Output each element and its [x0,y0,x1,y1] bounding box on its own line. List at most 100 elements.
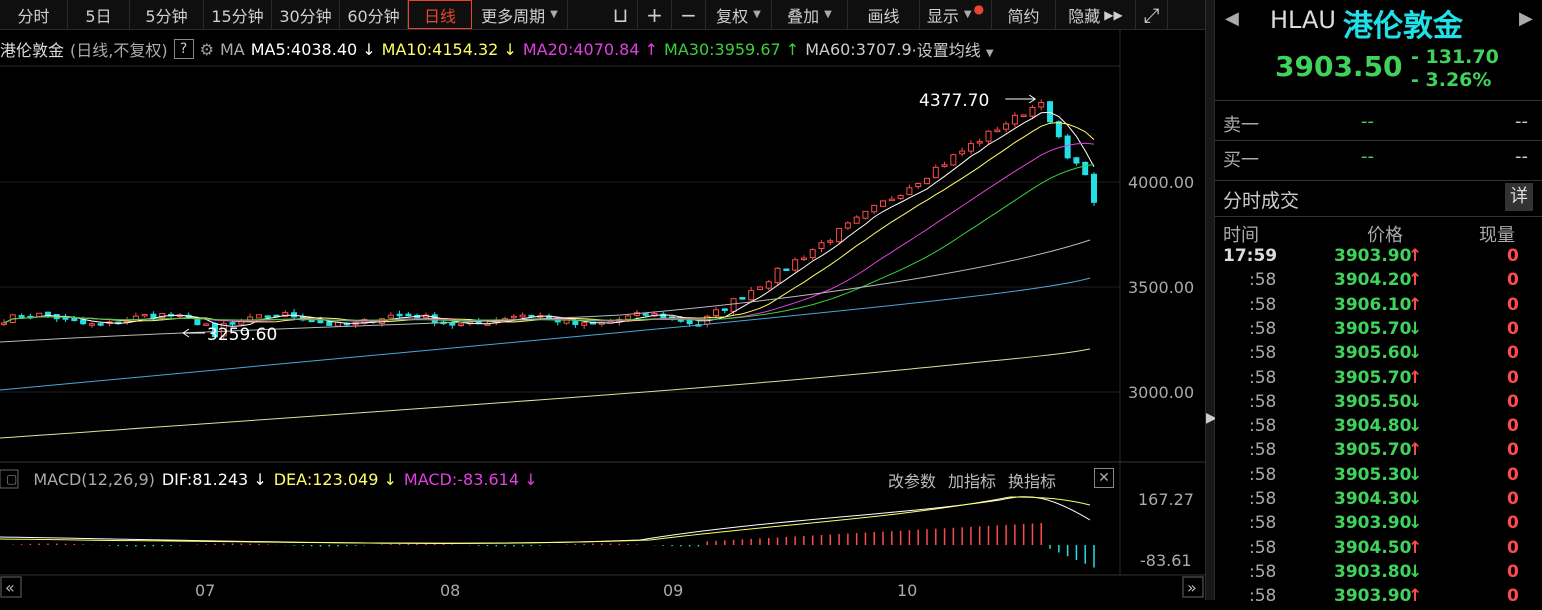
tick-time: 17:59 [1223,246,1278,266]
toolbar-tool[interactable]: 画线 [848,0,920,29]
scroll-right-icon[interactable] [1182,576,1204,598]
candle-down [326,321,333,326]
tick-row: :58 3903.90 ↑ 0 [1215,586,1542,610]
buy1-volume: -- [1515,146,1528,167]
ticks-detail-button[interactable]: 详 [1505,183,1533,211]
candle-down [396,313,403,317]
tick-price: 3904.80 [1334,416,1412,437]
kline-chart[interactable]: 4000.00 3500.00 3000.00 167.27 -83.61 07 08 09 1… [0,0,1205,600]
fullscreen-icon[interactable]: ⤢ [1136,0,1168,29]
tick-row: :58 3905.70 ↓ 0 [1215,319,1542,343]
scroll-left-icon[interactable]: « [5,578,15,597]
zoom-out-icon[interactable]: − [672,0,706,29]
toolbar-tool[interactable]: 复权 ▼ [706,0,772,29]
high-annotation: 4377.70 [919,91,989,111]
tick-price: 3904.30 [1334,489,1412,509]
toolbar-tool[interactable]: 简约 [992,0,1056,29]
zoom-in-icon[interactable]: + [638,0,672,29]
price-tick-label: 3500.00 [1128,278,1194,297]
candle-down [1055,121,1062,138]
tick-time: :58 [1249,561,1277,582]
ma5-value: MA5:4038.40 ↓ [250,39,376,59]
arrow-down-icon: ↓ [248,469,267,489]
close-icon[interactable]: ✕ [1094,468,1114,488]
tick-row: :58 3904.80 ↓ 0 [1215,416,1542,440]
ticks-title: 分时成交 [1223,190,1300,212]
chevron-down-icon: ▼ [824,9,832,20]
tick-row: :58 3905.60 ↓ 0 [1215,343,1542,367]
quote-panel: ◀ HLAU 港伦敦金 ▶ 3903.50 - 131.70 - 3.26% 卖… [1215,0,1542,606]
price-change: - 131.70 [1411,46,1499,68]
lock-icon[interactable]: ⊔ [604,0,638,29]
macd-collapse-icon[interactable] [0,469,19,489]
candle-up [967,143,974,152]
symbol-title: 港伦敦金 [1343,9,1463,44]
change-params-button[interactable]: 改参数 [888,472,937,491]
tick-price: 3903.80 [1334,561,1412,582]
tick-time: :58 [1249,537,1277,558]
scroll-left-icon[interactable] [0,576,22,598]
tick-volume: 0 [1507,270,1519,291]
tick-price: 3903.90 [1334,586,1412,607]
period-tab[interactable]: 5日 [68,0,130,29]
tick-row: :58 3904.20 ↑ 0 [1215,270,1542,294]
arrow-down-icon: ↓ [1408,318,1423,339]
ma-settings-link[interactable]: ·设置均线 ▼ [911,41,994,60]
tick-volume: 0 [1507,294,1519,315]
arrow-right-icon [1028,94,1037,104]
next-symbol-icon[interactable]: ▶ [1519,8,1533,29]
arrow-up-icon: ↑ [1408,537,1423,558]
toolbar-tool[interactable]: 显示 ▼ ● [920,0,992,29]
tick-price: 3905.60 [1334,343,1412,364]
candle-up [792,259,799,271]
dif-line [0,496,1091,544]
candle-up [959,150,966,155]
period-tab[interactable]: 30分钟 [272,0,340,29]
ma30-value: MA30:3959.67 ↑ [664,39,800,59]
dif-value: DIF:81.243 ↓ [161,469,267,489]
tick-row: 17:59 3903.90 ↑ 0 [1215,246,1542,270]
period-tab[interactable]: 5分钟 [130,0,204,29]
period-tab[interactable]: 日线 [408,0,472,29]
arrow-up-icon: ↑ [1408,440,1423,461]
macd-value: MACD:-83.614 ↓ [403,469,538,489]
last-price: 3903.50 [1275,50,1403,83]
candle-up [141,313,148,317]
dea-line [0,496,1091,544]
toolbar-tool[interactable]: 叠加 ▼ [772,0,848,29]
prev-symbol-icon[interactable]: ◀ [1225,8,1239,29]
ma60-line [0,239,1091,343]
toolbar-tool[interactable]: 隐藏 ▶▶ [1056,0,1136,29]
panel-divider[interactable]: ▶ [1205,0,1217,600]
candle-down [739,297,746,300]
candle-up [800,257,807,261]
arrow-down-icon: ↓ [498,39,517,59]
candle-down [229,322,236,325]
add-indicator-button[interactable]: 加指标 [948,472,997,491]
chevron-down-icon: ▼ [985,48,994,59]
macd-collapse-icon[interactable]: ▢ [6,472,18,486]
tick-time: :58 [1249,318,1277,339]
help-icon[interactable]: ? [173,39,194,59]
period-tab[interactable]: 15分钟 [204,0,272,29]
candle-up [458,323,465,326]
tick-time: :58 [1249,391,1277,412]
period-tab[interactable]: 60分钟 [340,0,408,29]
spacer [568,0,604,29]
gear-icon[interactable]: ⚙ [199,39,214,59]
tick-price: 3903.90 [1334,513,1412,534]
scroll-right-icon[interactable]: » [1187,578,1197,597]
tick-price: 3903.90 [1334,246,1412,266]
period-tab[interactable]: 分时 [0,0,68,29]
adjust-mode: (日线,不复权) [70,41,168,60]
switch-indicator-button[interactable]: 换指标 [1008,472,1057,491]
period-tab[interactable]: 更多周期 ▼ [472,0,568,29]
tick-time: :58 [1249,270,1277,291]
candle-up [862,210,869,219]
collapse-arrow-icon[interactable]: ▶ [1206,410,1217,426]
candle-up [748,290,755,301]
candle-down [405,313,412,317]
sell1-volume: -- [1515,111,1528,132]
candle-up [36,312,43,318]
arrow-down-icon: ↓ [1408,343,1423,364]
